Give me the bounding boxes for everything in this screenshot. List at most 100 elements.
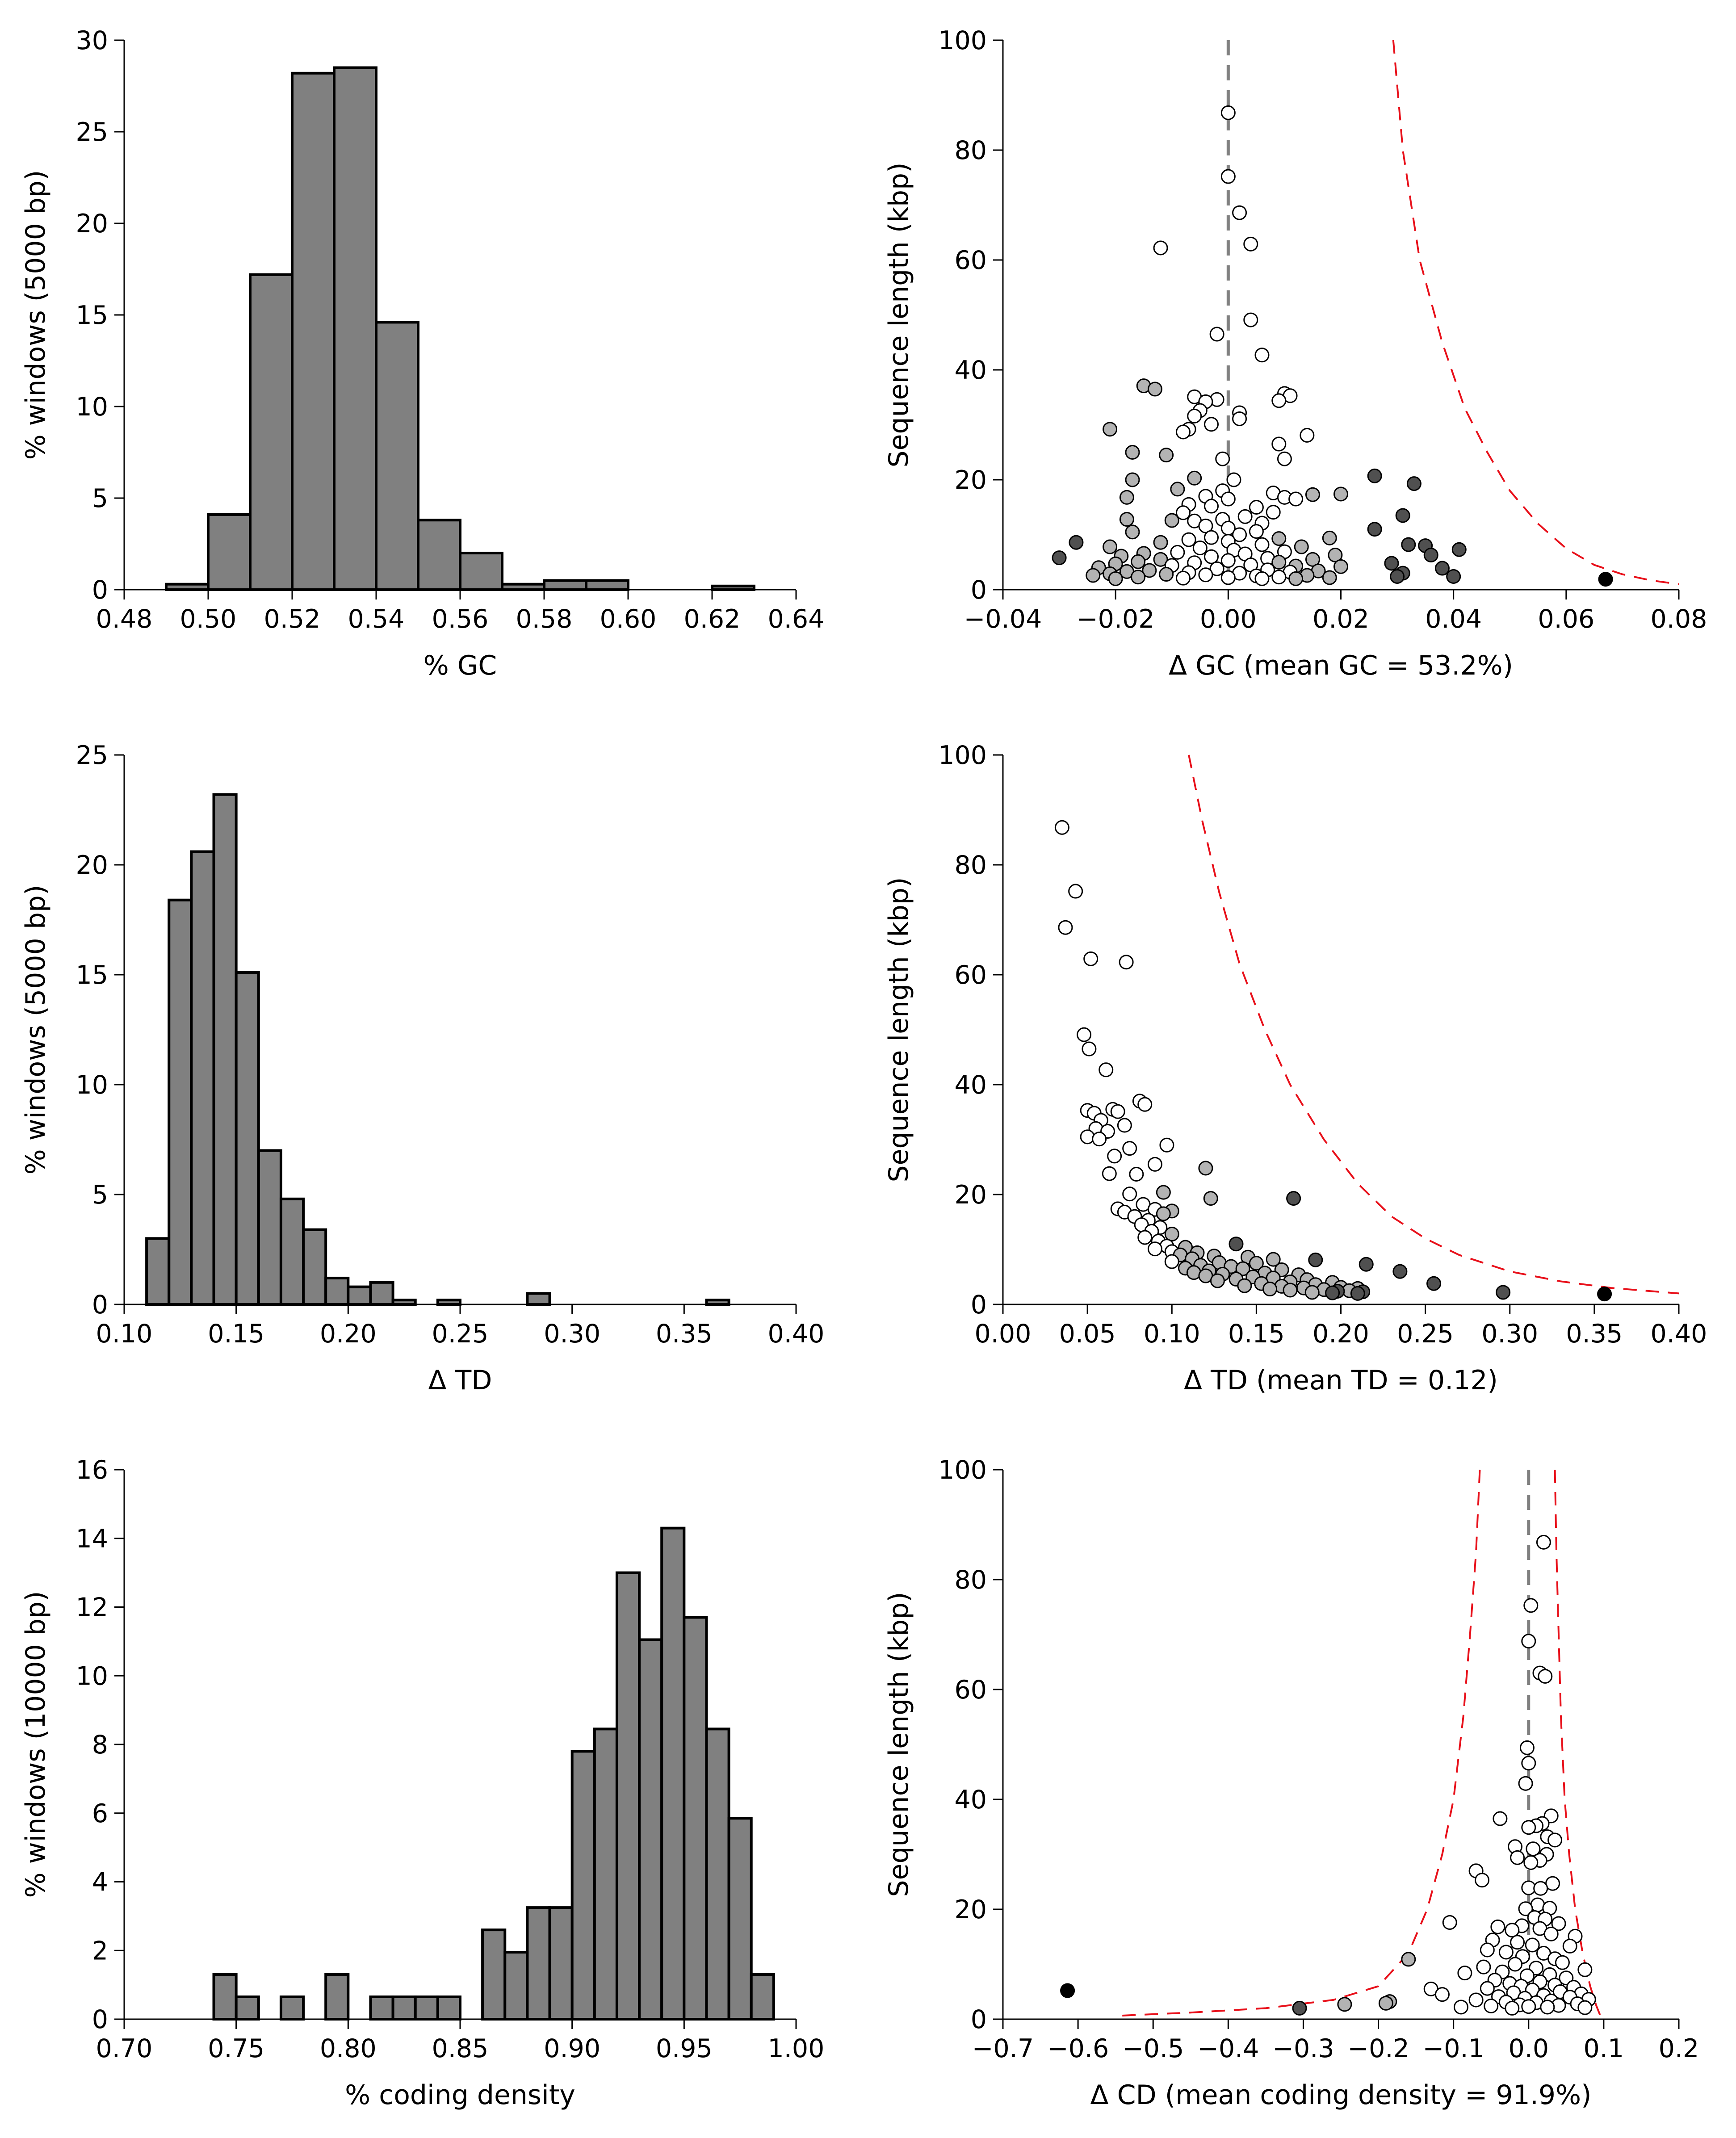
scatter-point <box>1271 436 1287 452</box>
scatter-point <box>1598 572 1613 587</box>
scatter-point <box>1475 1873 1490 1888</box>
histogram-bar <box>459 552 503 591</box>
scatter-point <box>1401 537 1416 552</box>
x-axis-label: % coding density <box>345 2079 575 2111</box>
scatter-point <box>1175 424 1191 440</box>
scatter-point <box>1359 1257 1374 1272</box>
threshold-curve <box>1115 1469 1481 2017</box>
y-tick-label: 60 <box>954 246 987 275</box>
y-tick-label: 14 <box>75 1524 108 1554</box>
x-tick-label: 0.80 <box>320 2034 377 2063</box>
x-tick-label: 0.15 <box>208 1319 264 1349</box>
scatter-point <box>1480 1942 1495 1958</box>
x-tick-label: 0.00 <box>1200 604 1257 634</box>
td-hist-chart: 0.10 0.15 0.20 0.25 0.30 0.35 0.40 0 5 10 15 20 25 Δ … <box>20 741 824 1396</box>
scatter-point <box>1292 2000 1307 2016</box>
x-tick-label: 0.15 <box>1228 1319 1285 1349</box>
x-tick-label: 0.75 <box>208 2034 264 2063</box>
x-tick-label: −0.04 <box>964 604 1042 634</box>
scatter-point <box>1229 1237 1244 1252</box>
histogram-bar <box>705 1727 730 2021</box>
scatter-point <box>1328 548 1343 563</box>
histogram-bar <box>347 1285 372 1306</box>
scatter-point <box>1235 1261 1250 1276</box>
y-axis-label: Sequence length (kbp) <box>883 1592 914 1897</box>
x-tick-label: 1.00 <box>768 2034 825 2063</box>
scatter-point <box>1508 1957 1523 1972</box>
scatter-point <box>1395 508 1410 523</box>
scatter-point <box>1523 1598 1539 1613</box>
x-tick-label: 0.05 <box>1059 1319 1116 1349</box>
scatter-point <box>1325 1285 1340 1300</box>
scatter-point <box>1159 567 1174 582</box>
scatter-point <box>1484 1998 1499 2013</box>
scatter-point <box>1147 1157 1162 1172</box>
scatter-point <box>1209 561 1224 576</box>
scatter-point <box>1164 1254 1179 1269</box>
scatter-point <box>1103 539 1118 554</box>
scatter-point <box>1175 570 1191 586</box>
x-tick-label: 0.02 <box>1312 604 1369 634</box>
scatter-point <box>1198 567 1213 583</box>
x-tick-label: 0.25 <box>432 1319 489 1349</box>
scatter-point <box>1434 561 1450 576</box>
scatter-point <box>1099 1062 1114 1077</box>
scatter-point <box>1266 1252 1281 1267</box>
x-axis-label: Δ TD (mean TD = 0.12) <box>1184 1365 1498 1396</box>
scatter-point <box>1390 569 1405 584</box>
scatter-point <box>1125 445 1140 460</box>
y-tick-label: 20 <box>75 851 108 880</box>
x-tick-label: 0.10 <box>96 1319 153 1349</box>
scatter-point <box>1468 1992 1484 2008</box>
scatter-point <box>1521 1999 1536 2014</box>
scatter-point <box>1147 381 1162 397</box>
y-tick-label: 40 <box>954 356 987 385</box>
y-tick-label: 5 <box>92 1180 108 1210</box>
scatter-point <box>1187 470 1202 486</box>
scatter-point <box>1125 472 1140 487</box>
x-tick-label: 0.56 <box>432 604 489 634</box>
scatter-point <box>1530 1897 1545 1912</box>
scatter-point <box>1170 482 1185 497</box>
y-tick-label: 40 <box>954 1785 987 1815</box>
td-scatter-chart: 0.00 0.05 0.10 0.15 0.20 0.25 0.30 0.35 0.40 0 20 4… <box>883 741 1707 1396</box>
histogram-bar <box>168 898 193 1306</box>
scatter-point <box>1518 1901 1533 1916</box>
scatter-point <box>1220 553 1236 568</box>
scatter-point <box>1110 1104 1125 1119</box>
scatter-point <box>1083 951 1099 966</box>
scatter-point <box>1131 554 1146 569</box>
scatter-point <box>1069 535 1084 550</box>
x-tick-label: 0.62 <box>684 604 741 634</box>
x-tick-label: 0.70 <box>96 2034 153 2063</box>
x-tick-label: 0.52 <box>264 604 321 634</box>
scatter-point <box>1540 2000 1555 2015</box>
y-tick-label: 20 <box>954 1895 987 1924</box>
scatter-point <box>1305 552 1320 567</box>
scatter-point <box>1153 535 1168 550</box>
scatter-point <box>1476 1959 1491 1975</box>
histogram-bar <box>481 1928 507 2021</box>
x-tick-label: −0.6 <box>1047 2034 1109 2063</box>
scatter-point <box>1058 920 1073 935</box>
scatter-point <box>1153 240 1168 256</box>
histogram-bar <box>291 71 335 591</box>
scatter-point <box>1119 490 1134 505</box>
y-tick-label: 0 <box>971 1290 987 1320</box>
x-tick-label: 0.08 <box>1651 604 1707 634</box>
y-tick-label: 0 <box>92 1290 108 1320</box>
scatter-point <box>1384 556 1399 571</box>
x-tick-label: −0.2 <box>1347 2034 1409 2063</box>
histogram-bar <box>570 1750 596 2021</box>
threshold-curve <box>1188 755 1679 1295</box>
histogram-bar <box>145 1237 171 1306</box>
scatter-point <box>1119 955 1134 970</box>
scatter-point <box>1337 1997 1352 2012</box>
histogram-bar <box>212 1973 238 2021</box>
histogram-bar <box>249 273 294 591</box>
threshold-curve <box>1554 1469 1601 2015</box>
scatter-point <box>1164 513 1179 528</box>
scatter-point <box>1577 2000 1593 2015</box>
x-tick-label: 0.50 <box>180 604 237 634</box>
